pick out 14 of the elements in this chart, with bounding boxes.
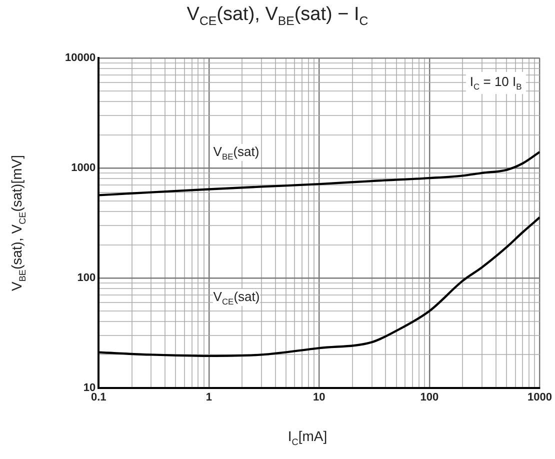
- chart-title: V$_{CE}$(sat), V$_{BE}$(sat) − I$_{C}$: [186, 4, 370, 28]
- x-axis-title: I$_{C}$[mA]: [286, 428, 328, 447]
- x-tick-label: 1: [206, 391, 212, 404]
- annotation: V$_{CE}$(sat): [213, 288, 260, 306]
- x-tick-label: 10: [313, 391, 326, 404]
- x-tick-label: 0.1: [90, 391, 106, 404]
- y-tick-label: 10: [83, 382, 96, 394]
- y-tick-label: 1000: [71, 162, 96, 174]
- y-tick-label: 100: [77, 272, 96, 284]
- annotation: I$_{C}$ = 10 I$_{B}$: [466, 72, 526, 94]
- y-tick-label: 10000: [64, 52, 96, 64]
- annotation: V$_{BE}$(sat): [213, 144, 260, 162]
- x-tick-label: 100: [420, 391, 439, 404]
- x-tick-label: 1000: [528, 391, 552, 404]
